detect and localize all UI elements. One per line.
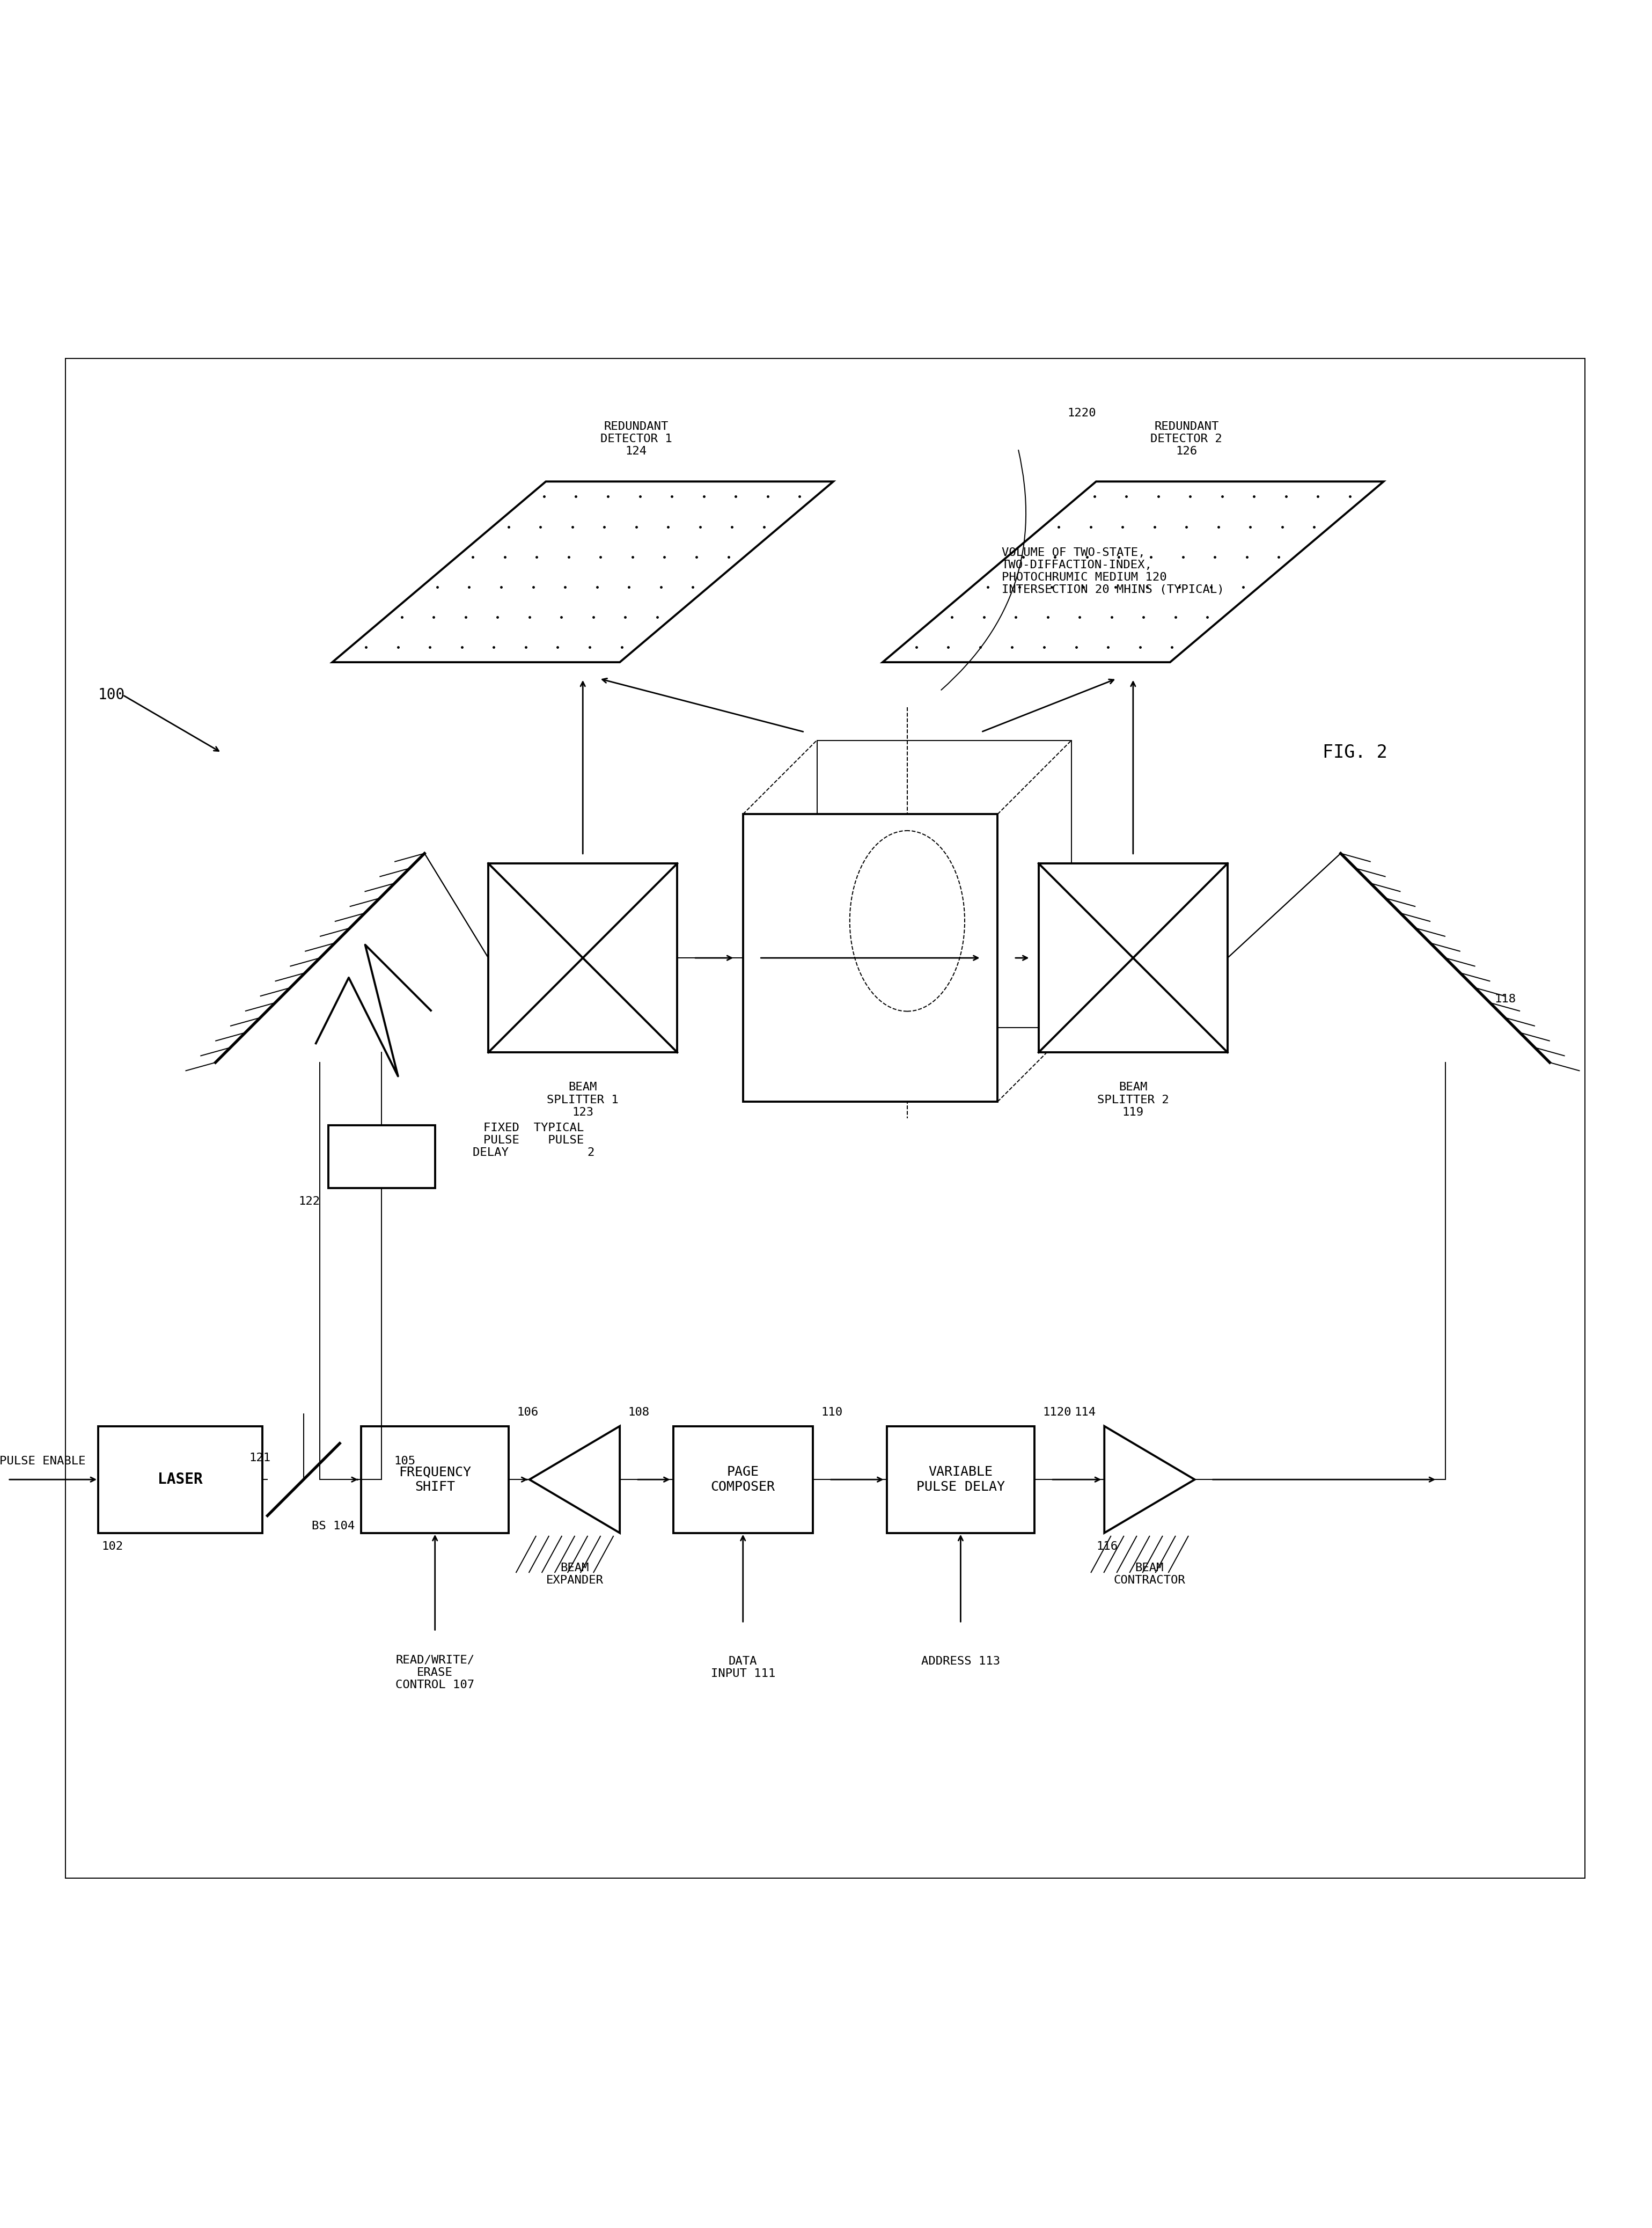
Bar <box>97 1426 263 1533</box>
Polygon shape <box>882 481 1384 662</box>
Bar <box>362 1426 509 1533</box>
Text: READ/WRITE/
ERASE
CONTROL 107: READ/WRITE/ ERASE CONTROL 107 <box>395 1655 474 1691</box>
Text: 122: 122 <box>299 1196 320 1208</box>
Bar <box>672 1426 813 1533</box>
Text: REDUNDANT
DETECTOR 2
126: REDUNDANT DETECTOR 2 126 <box>1150 421 1222 457</box>
Bar <box>816 740 1072 1027</box>
Text: FREQUENCY
SHIFT: FREQUENCY SHIFT <box>398 1466 471 1493</box>
Text: BS 104: BS 104 <box>312 1519 355 1531</box>
Text: 108: 108 <box>628 1408 649 1417</box>
Text: LASER: LASER <box>159 1473 203 1486</box>
Polygon shape <box>1104 1426 1194 1533</box>
Text: 102: 102 <box>101 1542 122 1553</box>
Text: ADDRESS 113: ADDRESS 113 <box>922 1655 999 1667</box>
Polygon shape <box>529 1426 620 1533</box>
Polygon shape <box>332 481 833 662</box>
Text: DATA
INPUT 111: DATA INPUT 111 <box>710 1655 775 1680</box>
Text: 110: 110 <box>821 1408 843 1417</box>
Bar <box>1039 864 1227 1052</box>
Text: PAGE
COMPOSER: PAGE COMPOSER <box>710 1466 775 1493</box>
Text: 106: 106 <box>517 1408 539 1417</box>
Text: FIXED  TYPICAL
PULSE    PULSE
DELAY           2: FIXED TYPICAL PULSE PULSE DELAY 2 <box>472 1123 595 1159</box>
Text: REDUNDANT
DETECTOR 1
124: REDUNDANT DETECTOR 1 124 <box>600 421 672 457</box>
Text: 116: 116 <box>1097 1542 1118 1553</box>
Text: 121: 121 <box>249 1453 271 1464</box>
Text: BEAM
SPLITTER 1
123: BEAM SPLITTER 1 123 <box>547 1083 620 1118</box>
Text: BEAM
EXPANDER: BEAM EXPANDER <box>545 1562 603 1586</box>
Text: VOLUME OF TWO-STATE,
TWO-DIFFACTION-INDEX,
PHOTOCHRUMIC MEDIUM 120
INTERSECTION : VOLUME OF TWO-STATE, TWO-DIFFACTION-INDE… <box>1001 548 1224 595</box>
Bar <box>743 813 998 1101</box>
Text: BEAM
SPLITTER 2
119: BEAM SPLITTER 2 119 <box>1097 1083 1170 1118</box>
Text: PULSE ENABLE: PULSE ENABLE <box>0 1455 86 1466</box>
Bar <box>887 1426 1034 1533</box>
Text: 114: 114 <box>1074 1408 1097 1417</box>
Bar <box>489 864 677 1052</box>
Bar <box>329 1125 434 1188</box>
Text: VARIABLE
PULSE DELAY: VARIABLE PULSE DELAY <box>917 1466 1004 1493</box>
Text: FIG. 2: FIG. 2 <box>1323 744 1388 762</box>
Text: 100: 100 <box>97 688 126 702</box>
Text: 1120: 1120 <box>1042 1408 1072 1417</box>
Text: 105: 105 <box>393 1455 415 1466</box>
Text: BEAM
CONTRACTOR: BEAM CONTRACTOR <box>1113 1562 1186 1586</box>
Text: 118: 118 <box>1495 994 1517 1005</box>
Text: 1220: 1220 <box>1067 408 1095 419</box>
